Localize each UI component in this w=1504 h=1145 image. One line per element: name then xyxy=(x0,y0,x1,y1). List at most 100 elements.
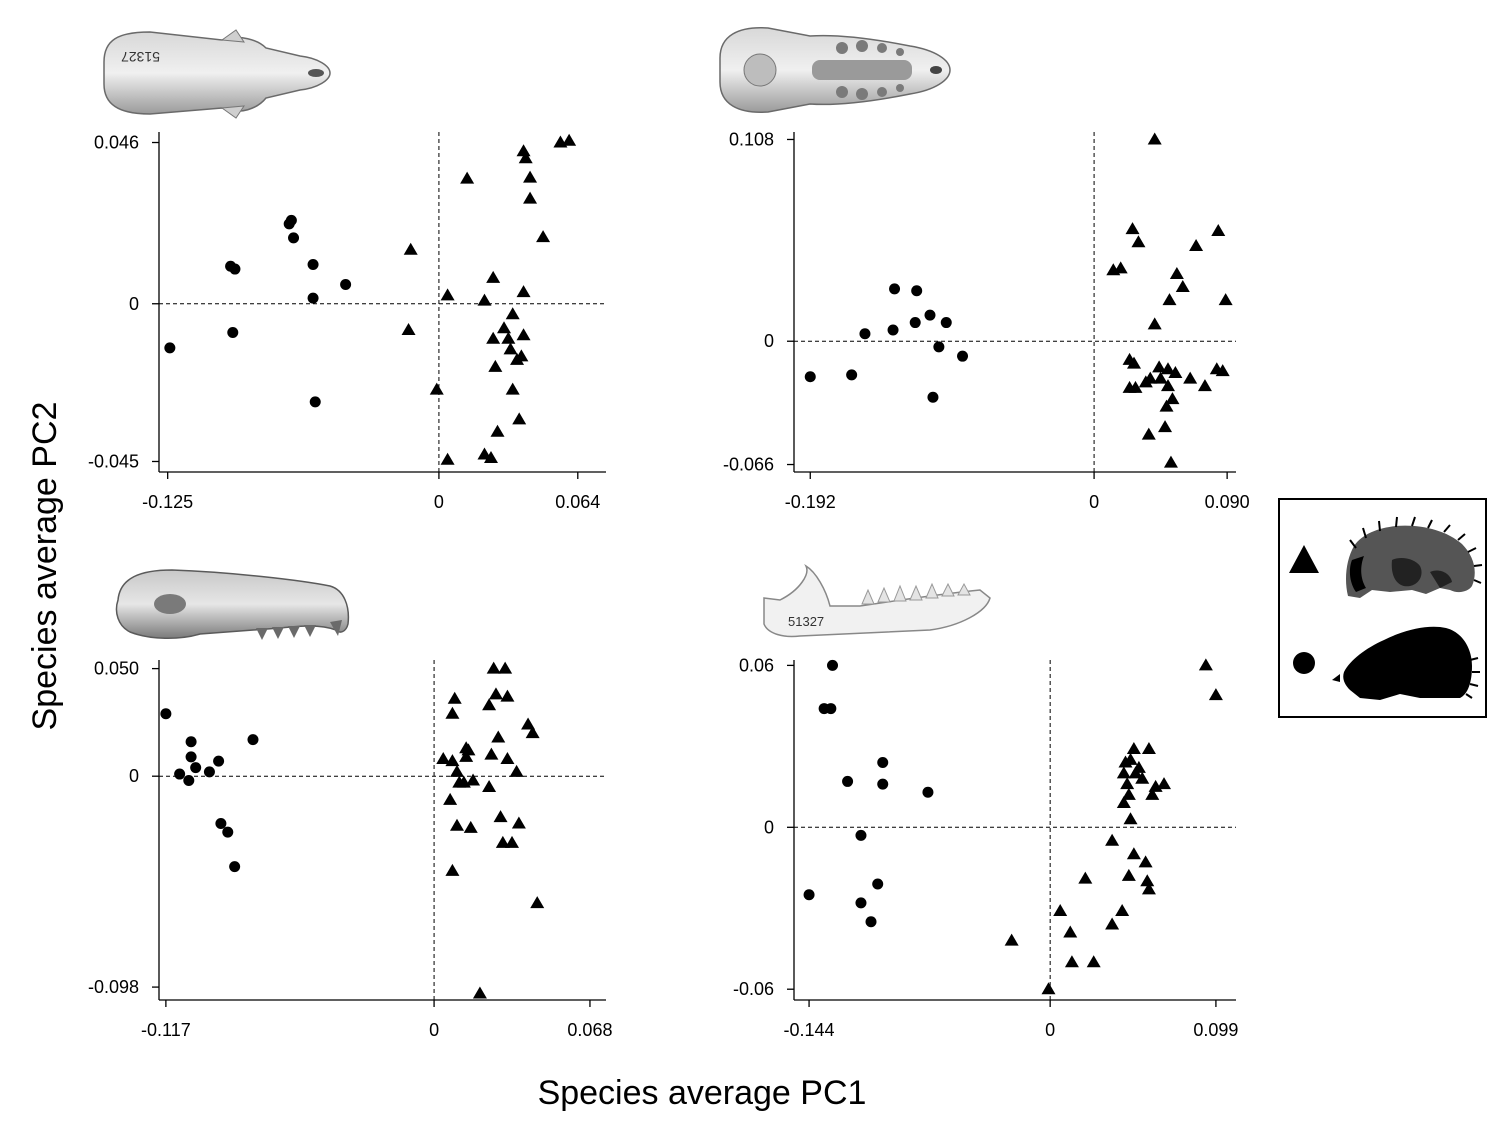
data-point-circle xyxy=(827,659,839,671)
data-point-circle xyxy=(842,775,854,787)
y-tick-label: -0.045 xyxy=(88,451,139,471)
data-point-circle xyxy=(307,292,319,304)
data-point-triangle xyxy=(1198,658,1213,671)
y-tick-label: 0 xyxy=(129,294,139,314)
data-point-triangle xyxy=(1127,356,1141,369)
y-tick-label: 0.050 xyxy=(94,659,139,679)
data-point-triangle xyxy=(477,293,492,306)
data-point-triangle xyxy=(498,661,513,674)
data-point-circle xyxy=(889,283,901,295)
data-point-triangle xyxy=(1159,399,1174,412)
skull-dorsal-view-icon: 51327 xyxy=(103,29,331,119)
data-point-triangle xyxy=(461,743,476,756)
data-point-triangle xyxy=(495,835,510,848)
data-point-circle xyxy=(185,736,197,748)
y-tick-label: -0.06 xyxy=(733,979,774,999)
data-point-triangle xyxy=(1218,293,1233,306)
data-point-triangle xyxy=(1140,874,1155,887)
data-point-triangle xyxy=(1163,455,1178,468)
data-point-circle xyxy=(877,757,889,769)
data-point-circle xyxy=(288,232,300,244)
data-point-triangle xyxy=(1126,847,1141,860)
data-point-triangle xyxy=(484,747,499,760)
data-point-triangle xyxy=(1086,955,1101,968)
data-point-triangle xyxy=(1120,777,1135,790)
data-point-circle xyxy=(804,371,816,383)
data-point-circle xyxy=(909,317,921,329)
data-point-triangle xyxy=(1162,293,1177,306)
data-point-triangle xyxy=(1126,742,1141,755)
data-point-triangle xyxy=(488,687,503,700)
data-point-circle xyxy=(285,214,297,226)
data-point-triangle xyxy=(443,792,458,805)
y-tick-label: -0.098 xyxy=(88,977,139,997)
data-point-circle xyxy=(825,703,837,715)
data-point-triangle xyxy=(403,242,418,255)
data-point-triangle xyxy=(472,986,487,999)
data-point-triangle xyxy=(1078,871,1093,884)
data-point-circle xyxy=(190,762,202,774)
legend xyxy=(1278,498,1487,718)
data-point-triangle xyxy=(525,726,540,739)
data-point-triangle xyxy=(445,754,460,767)
data-point-circle xyxy=(227,326,239,338)
data-point-triangle xyxy=(1189,238,1204,251)
data-point-triangle xyxy=(1128,380,1143,393)
scatter-panel-ventral: -0.192 0 0.090 0.108 0 -0.066 xyxy=(723,129,1250,512)
data-point-triangle xyxy=(429,382,444,395)
data-point-triangle xyxy=(1175,280,1190,293)
x-tick-label: 0.068 xyxy=(567,1020,612,1040)
data-point-circle xyxy=(855,897,867,909)
data-point-circle xyxy=(933,341,945,353)
data-point-triangle xyxy=(1168,365,1183,378)
data-point-triangle xyxy=(1053,903,1068,916)
x-tick-label: 0.090 xyxy=(1205,492,1250,512)
y-tick-label: 0.108 xyxy=(729,129,774,149)
x-tick-label: 0 xyxy=(1089,492,1099,512)
y-tick-label: 0.046 xyxy=(94,133,139,153)
data-point-circle xyxy=(872,878,884,890)
data-point-triangle xyxy=(1116,766,1131,779)
data-point-triangle xyxy=(503,342,518,355)
data-point-circle xyxy=(859,328,871,340)
scatter-panel-mandible: -0.144 0 0.099 0.06 0 -0.06 xyxy=(733,655,1238,1040)
data-point-triangle xyxy=(440,452,455,465)
data-point-triangle xyxy=(1135,771,1150,784)
data-point-circle xyxy=(307,258,319,270)
specimen-number-label: 51327 xyxy=(121,49,160,65)
data-point-triangle xyxy=(516,328,531,341)
data-point-triangle xyxy=(500,689,515,702)
mandible-view-icon: 51327 xyxy=(763,564,991,638)
data-point-triangle xyxy=(562,133,577,146)
data-point-circle xyxy=(203,766,215,778)
data-point-triangle xyxy=(450,764,464,777)
x-tick-label: -0.117 xyxy=(141,1020,191,1040)
data-point-circle xyxy=(911,285,923,297)
data-point-triangle xyxy=(447,691,462,704)
legend-marker-circle xyxy=(1293,652,1315,674)
data-point-triangle xyxy=(482,779,497,792)
data-point-triangle xyxy=(1147,317,1162,330)
data-point-triangle xyxy=(1131,235,1146,248)
data-point-triangle xyxy=(512,412,527,425)
data-point-triangle xyxy=(1143,371,1158,384)
data-point-triangle xyxy=(490,424,505,437)
data-point-triangle xyxy=(516,285,531,298)
legend-marker-triangle xyxy=(1289,545,1319,573)
y-tick-label: 0 xyxy=(764,331,774,351)
data-point-triangle xyxy=(450,818,464,831)
data-point-circle xyxy=(865,916,877,928)
data-point-triangle xyxy=(497,321,512,334)
data-point-triangle xyxy=(1105,917,1120,930)
data-point-triangle xyxy=(514,349,529,362)
data-point-triangle xyxy=(459,749,474,762)
data-point-triangle xyxy=(1123,812,1138,825)
data-point-circle xyxy=(229,263,241,275)
data-point-circle xyxy=(846,369,858,381)
data-point-triangle xyxy=(1004,933,1019,946)
data-point-circle xyxy=(877,778,889,790)
data-point-triangle xyxy=(500,751,515,764)
data-point-triangle xyxy=(463,820,478,833)
y-tick-label: 0 xyxy=(764,817,774,837)
